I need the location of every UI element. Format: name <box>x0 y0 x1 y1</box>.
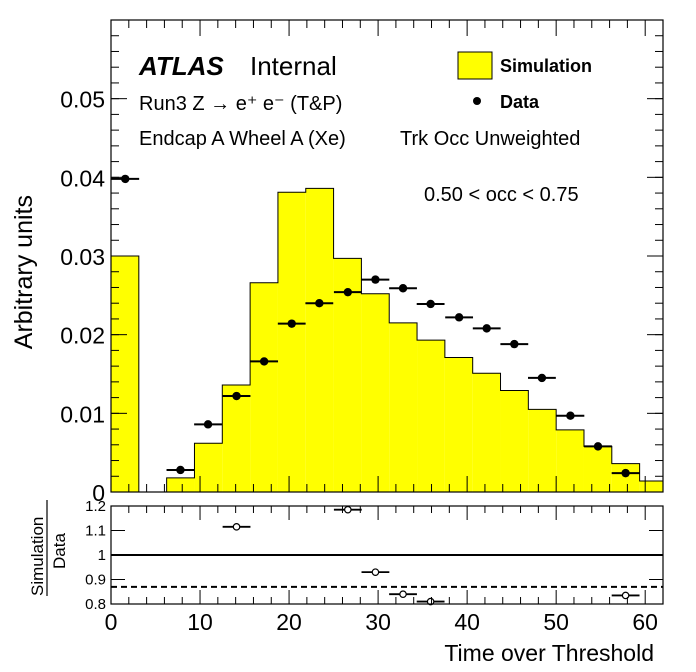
simulation-bar <box>305 188 334 492</box>
simulation-bar <box>472 373 501 492</box>
ratio-y-tick-label: 1.1 <box>85 523 106 540</box>
x-tick-label: 60 <box>632 609 658 635</box>
data-point <box>176 465 185 475</box>
data-point <box>287 319 296 328</box>
y-tick-label: 0.01 <box>60 401 105 427</box>
data-point <box>232 391 241 401</box>
x-tick-label: 50 <box>543 609 569 635</box>
annotation-occupancy: 0.50 < occ < 0.75 <box>424 184 579 206</box>
atlas-label: ATLAS <box>138 51 224 81</box>
data-point <box>593 442 603 451</box>
ratio-point <box>426 597 435 606</box>
ratio-panel: 0.8 0.9 1 1.1 1.2 0 10 20 30 40 50 60 Simulation Da… <box>28 498 664 666</box>
data-point <box>371 275 380 284</box>
data-point <box>621 468 630 478</box>
annotation-process: Run3 Z → e⁺ e⁻ (T&P) <box>139 93 342 115</box>
y-tick-label: 0.04 <box>60 165 105 191</box>
y-tick-label: 0.02 <box>60 323 105 349</box>
simulation-bar <box>556 429 584 492</box>
legend-simulation-swatch <box>457 51 493 80</box>
data-point <box>537 373 547 383</box>
ratio-y-tick-label: 0.9 <box>85 572 106 589</box>
atlas-sublabel: Internal <box>250 51 337 81</box>
data-point <box>203 420 213 429</box>
data-point <box>482 324 491 333</box>
annotation-weighting: Trk Occ Unweighted <box>400 128 580 150</box>
simulation-bar <box>166 477 195 492</box>
ratio-y-label-denominator: Data <box>50 533 69 569</box>
simulation-bar <box>444 357 473 492</box>
simulation-bar <box>250 282 278 492</box>
x-tick-label: 10 <box>187 609 213 635</box>
simulation-bar <box>389 322 418 492</box>
y-axis-label: Arbitrary units <box>10 195 38 349</box>
x-tick-label: 0 <box>105 609 118 635</box>
simulation-outline <box>110 187 664 493</box>
data-point <box>315 299 324 308</box>
ratio-y-tick-label: 0.8 <box>85 596 106 613</box>
simulation-bar <box>583 446 612 492</box>
simulation-bar <box>277 192 306 492</box>
simulation-bar <box>611 463 640 492</box>
simulation-bar <box>194 443 223 492</box>
legend-data-marker <box>473 97 481 105</box>
simulation-bar <box>528 409 557 492</box>
data-point <box>566 411 575 420</box>
data-point <box>343 287 353 297</box>
simulation-bar <box>361 293 390 492</box>
x-axis-label: Time over Threshold <box>444 640 654 666</box>
data-points <box>111 174 640 478</box>
data-point <box>121 174 130 184</box>
x-tick-label: 40 <box>454 609 480 635</box>
y-tick-label: 0 <box>92 480 105 506</box>
legend-simulation-label: Simulation <box>500 56 592 76</box>
ratio-point <box>399 590 407 599</box>
simulation-bar <box>500 390 529 492</box>
simulation-bar <box>639 480 663 492</box>
simulation-bar <box>111 256 139 492</box>
y-tick-label: 0.03 <box>60 244 105 270</box>
data-point <box>426 299 435 309</box>
ratio-y-tick-label: 1 <box>98 547 106 564</box>
ratio-point <box>344 505 352 514</box>
main-panel: 0 0.01 0.02 0.03 0.04 0.05 Arbitrary units AT… <box>10 19 664 506</box>
simulation-bar <box>417 340 445 492</box>
ratio-y-tick-label: 1.2 <box>85 498 106 515</box>
ratio-y-label-numerator: Simulation <box>28 517 47 596</box>
ratio-point <box>371 568 380 576</box>
data-point <box>398 284 408 293</box>
data-point <box>454 313 464 322</box>
x-tick-label: 30 <box>365 609 391 635</box>
ratio-point <box>232 523 241 531</box>
legend-data-label: Data <box>500 92 540 112</box>
x-tick-label: 20 <box>276 609 302 635</box>
simulation-bar <box>333 258 362 492</box>
data-point <box>259 357 269 366</box>
simulation-bar <box>222 385 251 492</box>
simulation-histogram <box>110 187 664 493</box>
ratio-reference-lines <box>111 554 663 588</box>
main-axes: 0 0.01 0.02 0.03 0.04 0.05 <box>60 19 664 506</box>
data-point <box>510 339 519 349</box>
y-tick-label: 0.05 <box>60 87 105 113</box>
annotation-detector: Endcap A Wheel A (Xe) <box>139 128 346 150</box>
ratio-axes: 0.8 0.9 1 1.1 1.2 0 10 20 30 40 50 60 <box>85 498 664 635</box>
